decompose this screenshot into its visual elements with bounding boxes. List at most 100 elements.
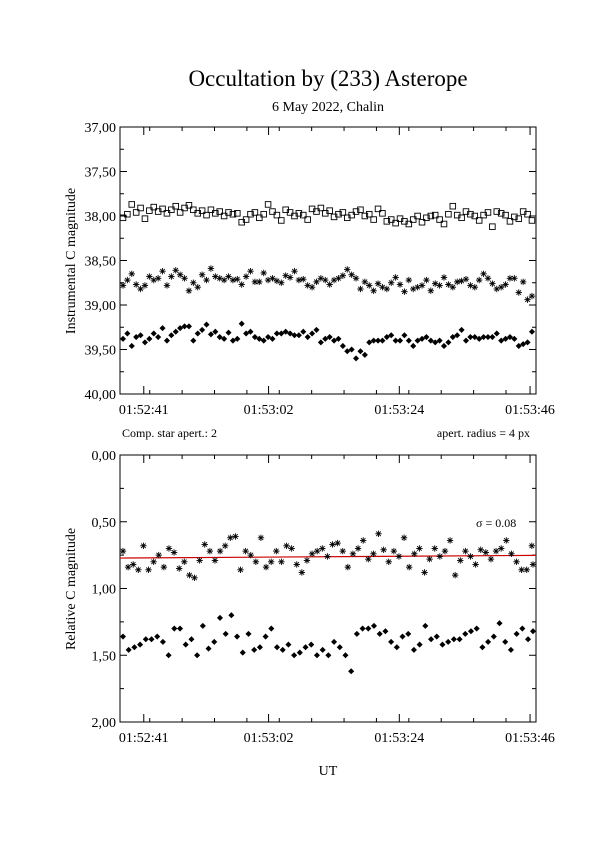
top-asterisk-point [388, 279, 395, 286]
top-square-point [497, 210, 505, 217]
bottom-diamond-point [342, 652, 349, 659]
top-square-point [383, 218, 391, 225]
top-diamond-point [309, 330, 316, 337]
top-square-point [220, 212, 228, 220]
top-diamond-point [155, 334, 162, 341]
top-y-tick-label: 40,00 [85, 388, 117, 403]
top-asterisk-point [489, 280, 496, 287]
bottom-asterisk-point [497, 545, 505, 552]
top-diamond-point [194, 330, 201, 337]
bottom-asterisk-point [467, 553, 474, 560]
bottom-diamond-point [445, 638, 452, 645]
top-square-point [264, 201, 272, 208]
bottom-diamond-point [273, 644, 281, 651]
top-asterisk-point [322, 276, 329, 284]
bottom-asterisk-point [395, 553, 403, 560]
top-diamond-point [137, 332, 144, 339]
bottom-diamond-point [268, 625, 275, 632]
top-asterisk-point [137, 285, 144, 293]
top-diamond-point [401, 332, 408, 339]
bottom-asterisk-point [252, 558, 260, 565]
bottom-asterisk-point [242, 547, 249, 555]
top-diamond-point [229, 337, 236, 344]
top-asterisk-point [234, 275, 241, 283]
top-asterisk-point [352, 275, 360, 282]
bottom-asterisk-point [529, 561, 537, 568]
bottom-asterisk-point [262, 563, 270, 571]
bottom-diamond-point [296, 649, 303, 656]
top-square-point [365, 210, 373, 218]
bottom-diamond-point [165, 652, 172, 659]
top-square-point [295, 210, 303, 217]
top-diamond-point [269, 335, 276, 342]
top-square-point [379, 210, 386, 217]
top-diamond-point [436, 337, 443, 344]
top-diamond-point [489, 334, 496, 341]
top-diamond-point [177, 325, 184, 332]
bottom-diamond-point [467, 628, 475, 635]
top-diamond-point [221, 335, 228, 342]
bottom-diamond-point [462, 630, 469, 637]
top-square-point [234, 210, 241, 217]
bottom-diamond-point [353, 630, 360, 637]
bottom-asterisk-point [181, 558, 188, 565]
top-square-point [348, 211, 355, 219]
bottom-diamond-point [291, 652, 298, 659]
top-diamond-point [493, 330, 500, 337]
top-asterisk-point [357, 285, 364, 293]
bottom-diamond-point [199, 622, 206, 629]
top-asterisk-point [229, 276, 237, 284]
top-square-point [300, 211, 307, 219]
bottom-asterisk-point [508, 550, 515, 557]
bottom-diamond-point [479, 644, 486, 651]
top-asterisk-point [462, 275, 470, 283]
top-diamond-point [331, 337, 338, 344]
top-asterisk-point [339, 272, 347, 279]
bottom-diamond-point [234, 633, 241, 640]
bottom-asterisk-point [344, 563, 352, 571]
top-diamond-point [265, 334, 272, 341]
top-square-point [361, 212, 369, 220]
top-diamond-point [260, 337, 267, 344]
top-diamond-point [462, 337, 470, 344]
bottom-diamond-point [302, 644, 309, 651]
top-square-point [374, 205, 382, 213]
x-axis-label: UT [319, 764, 338, 779]
bottom-asterisk-point [298, 569, 306, 576]
bottom-asterisk-point [206, 547, 214, 555]
top-diamond-point [234, 335, 241, 342]
bottom-diamond-point [331, 638, 338, 645]
top-square-point [185, 202, 193, 209]
top-asterisk-point [524, 296, 531, 303]
bottom-diamond-point [348, 668, 355, 675]
bottom-asterisk-point [385, 558, 392, 565]
top-diamond-point [282, 328, 289, 335]
top-diamond-point [506, 334, 513, 341]
bottom-asterisk-point [334, 539, 341, 547]
top-x-tick-label: 01:52:41 [119, 403, 169, 418]
top-diamond-point [141, 339, 148, 346]
top-asterisk-point [497, 284, 505, 291]
bottom-plot-frame [119, 454, 537, 723]
top-square-point [172, 202, 179, 210]
bottom-diamond-point [188, 636, 195, 643]
bottom-asterisk-point [201, 541, 208, 548]
top-asterisk-point [471, 284, 478, 291]
top-asterisk-point [124, 276, 131, 284]
top-square-point [128, 201, 136, 208]
top-asterisk-point [440, 274, 448, 281]
bottom-y-axis-label: Relative C magnitude [64, 528, 79, 650]
bottom-asterisk-point [186, 571, 193, 579]
top-diamond-point [410, 342, 417, 349]
top-asterisk-point [172, 267, 179, 274]
top-diamond-point [467, 334, 474, 341]
top-diamond-point [511, 335, 518, 342]
top-diamond-point [454, 332, 461, 339]
top-diamond-point [353, 355, 360, 362]
bottom-asterisk-point [124, 563, 132, 571]
top-square-point [260, 210, 267, 218]
top-square-point [339, 209, 347, 216]
top-diamond-point [418, 335, 426, 342]
top-square-point [326, 207, 333, 214]
top-diamond-point [146, 335, 153, 342]
